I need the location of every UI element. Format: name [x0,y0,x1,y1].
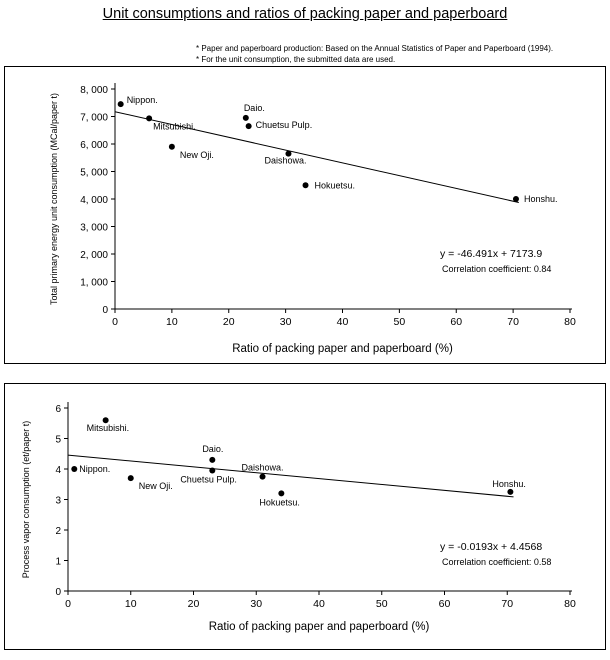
energy-x-tick-label: 0 [112,316,118,328]
vapor-x-tick-label: 70 [501,598,513,610]
vapor-y-tick-label: 6 [55,404,61,415]
vapor-data-point [102,417,109,424]
energy-x-tick-label: 20 [223,316,235,328]
energy-x-axis-label: Ratio of packing paper and paperboard (%… [232,343,453,355]
energy-point-label: Mitsubishi. [153,121,196,131]
vapor-x-tick-label: 10 [125,598,137,610]
page-title: Unit consumptions and ratios of packing … [102,6,508,22]
energy-x-tick-label: 30 [280,316,292,328]
energy-point-label: Daishowa. [264,156,306,166]
energy-x-tick-label: 50 [394,316,406,328]
vapor-point-label: Nippon. [79,464,110,474]
vapor-x-tick-label: 50 [376,598,388,610]
energy-y-tick-label: 1, 000 [80,278,108,289]
energy-x-tick-label: 70 [507,316,519,328]
energy-data-point [302,182,309,189]
vapor-x-tick-label: 80 [564,598,576,610]
energy-y-tick-label: 5, 000 [80,168,108,179]
vapor-y-tick-label: 1 [55,557,61,568]
vapor-data-point [209,467,216,474]
vapor-x-tick-label: 20 [188,598,200,610]
energy-data-point [168,143,175,150]
vapor-point-label: Hokuetsu. [259,497,300,507]
vapor-x-tick-label: 60 [439,598,451,610]
energy-trendline [114,111,519,203]
vapor-point-label: Daishowa. [242,463,284,473]
energy-y-tick-label: 8, 000 [80,85,108,96]
energy-chart-panel: 0 10 20 30 40 50 60 70 80 0 1, 000 2, 000 3, 000 4, 0… [4,66,606,364]
energy-data-point [146,115,153,122]
vapor-point-label: Daio. [202,444,223,454]
vapor-correlation-coefficient: Correlation coefficient: 0.58 [442,557,551,567]
energy-y-tick-label: 4, 000 [80,195,108,206]
energy-y-tick-label: 7, 000 [80,113,108,124]
energy-x-tick-label: 40 [337,316,349,328]
vapor-data-point [259,473,266,480]
vapor-data-point [507,488,514,495]
vapor-trendline [67,454,514,498]
energy-consumption-chart: 0 10 20 30 40 50 60 70 80 0 1, 000 2, 000 3, 000 4, 0… [49,83,576,355]
vapor-point-label: Mitsubishi. [87,423,130,433]
vapor-y-tick-label: 3 [55,496,61,507]
energy-y-tick-label: 2, 000 [80,250,108,261]
energy-data-point [245,123,252,130]
vapor-x-axis-label: Ratio of packing paper and paperboard (%… [209,621,430,633]
energy-y-tick-label: 0 [102,305,108,316]
energy-point-label: New Oji. [180,150,214,160]
energy-x-tick-label: 10 [166,316,178,328]
energy-regression-equation: y = -46.491x + 7173.9 [440,248,542,260]
vapor-data-point [209,456,216,463]
energy-point-label: Nippon. [127,95,158,105]
energy-y-axis-label: Total primary energy unit consumption (M… [49,93,59,305]
energy-point-label: Daio. [244,103,265,113]
energy-y-tick-label: 3, 000 [80,223,108,234]
energy-data-point [117,101,124,108]
note-unit-consumption: * For the unit consumption, the submitte… [196,55,396,64]
vapor-chart-panel: 0 10 20 30 40 50 60 70 80 0 1 2 3 4 5 6 Ratio of packing… [4,383,606,650]
energy-data-point [285,150,292,157]
vapor-regression-equation: y = -0.0193x + 4.4568 [440,541,542,553]
energy-data-point [512,196,519,202]
vapor-data-point [71,466,78,472]
vapor-data-point [127,475,134,482]
vapor-y-tick-label: 0 [55,587,61,598]
energy-y-tick-label: 6, 000 [80,140,108,151]
energy-point-label: Hokuetsu. [315,180,356,190]
vapor-y-tick-label: 2 [55,526,61,537]
vapor-y-axis-label: Process vapor consumption (et/paper t) [21,421,31,579]
vapor-y-tick-label: 5 [55,435,61,446]
energy-x-tick-label: 80 [564,316,576,328]
vapor-y-tick-label: 4 [55,465,61,476]
energy-x-tick-label: 60 [450,316,462,328]
vapor-x-tick-label: 0 [65,598,71,610]
energy-data-point [242,114,249,121]
vapor-x-tick-label: 30 [250,598,262,610]
vapor-point-label: Chuetsu Pulp. [180,475,237,485]
vapor-point-label: New Oji. [139,481,173,491]
energy-point-label: Honshu. [524,194,558,204]
vapor-point-label: Honshu. [492,479,526,489]
vapor-x-tick-label: 40 [313,598,325,610]
energy-correlation-coefficient: Correlation coefficient: 0.84 [442,264,551,274]
energy-point-label: Chuetsu Pulp. [256,120,313,130]
vapor-consumption-chart: 0 10 20 30 40 50 60 70 80 0 1 2 3 4 5 6 Ratio of packing… [21,402,576,633]
note-production-source: * Paper and paperboard production: Based… [196,44,554,53]
vapor-data-point [278,490,285,497]
